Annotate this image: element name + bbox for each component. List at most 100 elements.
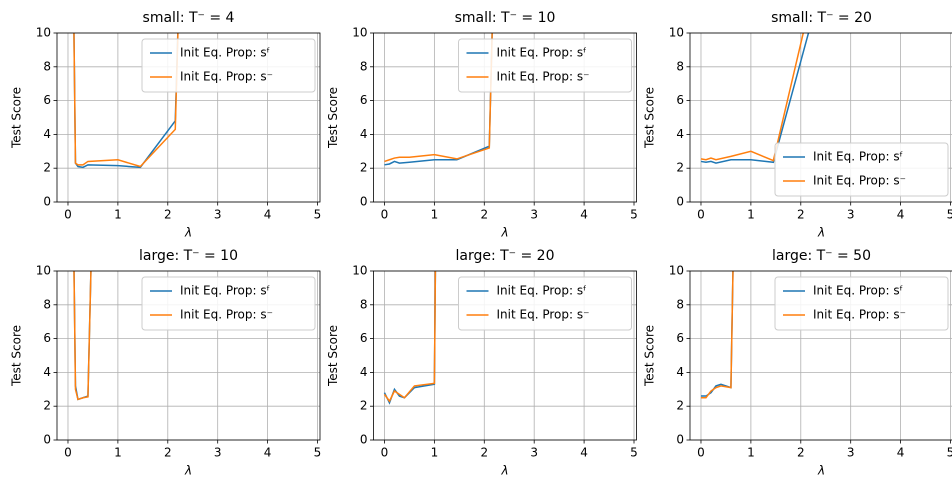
axes-frame (56, 32, 321, 203)
y-tick-label: 0 (43, 433, 51, 447)
legend-label: Init Eq. Prop: sᶠ (497, 46, 587, 60)
y-tick-label: 2 (360, 399, 368, 413)
subplot-title: small: T⁻ = 10 (455, 10, 556, 26)
subplot: 0 1 2 3 4 5 0 2 4 6 8 10 small: T⁻ = 20 λ Test Score In… (643, 10, 952, 240)
x-tick-label: 2 (164, 208, 172, 222)
legend-label: Init Eq. Prop: s⁻ (497, 308, 590, 322)
legend-label: Init Eq. Prop: s⁻ (813, 174, 906, 188)
series-line (700, 33, 805, 162)
x-tick-label: 4 (897, 208, 905, 222)
x-tick-label: 5 (947, 208, 952, 222)
legend-box (141, 38, 316, 93)
series-line (384, 33, 493, 166)
x-tick-label: 0 (64, 446, 72, 460)
subplot: 0 1 2 3 4 5 0 2 4 6 8 10 large: T⁻ = 20 λ Test Score In… (326, 248, 638, 478)
legend-label: Init Eq. Prop: sᶠ (813, 150, 903, 164)
x-tick-label: 0 (381, 208, 389, 222)
legend: Init Eq. Prop: sᶠ Init Eq. Prop: s⁻ (774, 276, 949, 331)
y-tick-label: 0 (360, 195, 368, 209)
legend-label: Init Eq. Prop: s⁻ (180, 308, 273, 322)
x-axis-label: λ (817, 464, 825, 478)
axes-frame (373, 32, 637, 203)
x-tick-label: 5 (630, 446, 638, 460)
x-tick-label: 3 (847, 208, 855, 222)
y-tick-label: 0 (43, 195, 51, 209)
series-line (383, 271, 437, 403)
legend: Init Eq. Prop: sᶠ Init Eq. Prop: s⁻ (458, 38, 632, 93)
axes-frame (56, 270, 321, 441)
x-tick-label: 3 (847, 446, 855, 460)
legend-label: Init Eq. Prop: s⁻ (813, 308, 906, 322)
plot-lines (383, 271, 437, 405)
x-tick-label: 4 (580, 446, 588, 460)
x-tick-label: 1 (431, 208, 439, 222)
y-tick-label: 6 (676, 93, 684, 107)
x-tick-label: 3 (214, 208, 222, 222)
x-axis-label: λ (184, 464, 192, 478)
x-tick-label: 3 (214, 446, 222, 460)
y-tick-label: 4 (676, 127, 684, 141)
y-tick-label: 10 (669, 264, 684, 278)
y-tick-label: 6 (360, 331, 368, 345)
series-line (384, 33, 493, 163)
y-tick-label: 2 (360, 161, 368, 175)
y-tick-label: 6 (43, 331, 51, 345)
y-axis-label: Test Score (10, 325, 24, 387)
legend-box (774, 142, 949, 197)
subplot: 0 1 2 3 4 5 0 2 4 6 8 10 large: T⁻ = 50 λ Test Score In… (643, 248, 952, 478)
y-tick-label: 10 (36, 264, 51, 278)
series-line (383, 271, 437, 405)
legend: Init Eq. Prop: sᶠ Init Eq. Prop: s⁻ (774, 142, 949, 197)
y-tick-label: 6 (676, 331, 684, 345)
subplot-title: large: T⁻ = 50 (772, 248, 871, 264)
legend-box (458, 38, 632, 93)
legend-label: Init Eq. Prop: s⁻ (180, 70, 273, 84)
plot-lines (384, 33, 493, 166)
axes-frame (373, 270, 637, 441)
series-line (73, 271, 92, 401)
x-tick-label: 1 (747, 446, 755, 460)
subplot-title: small: T⁻ = 4 (143, 10, 235, 26)
legend-label: Init Eq. Prop: sᶠ (180, 46, 270, 60)
x-tick-label: 5 (314, 208, 322, 222)
subplot-title: small: T⁻ = 20 (771, 10, 872, 26)
x-tick-label: 2 (164, 446, 172, 460)
y-tick-label: 0 (676, 433, 684, 447)
series-line (700, 271, 734, 399)
x-tick-label: 1 (747, 208, 755, 222)
legend-label: Init Eq. Prop: s⁻ (497, 70, 590, 84)
y-tick-label: 4 (676, 365, 684, 379)
x-axis-label: λ (500, 226, 508, 240)
plot-lines (700, 271, 734, 399)
subplot: 0 1 2 3 4 5 0 2 4 6 8 10 small: T⁻ = 4 λ Test Score Ini… (10, 10, 322, 240)
series-line (700, 33, 810, 164)
y-tick-label: 8 (360, 297, 368, 311)
series-line (700, 271, 734, 397)
y-tick-label: 2 (43, 161, 51, 175)
y-tick-label: 8 (360, 59, 368, 73)
legend-box (141, 276, 316, 331)
x-tick-label: 4 (580, 208, 588, 222)
y-axis-label: Test Score (10, 87, 24, 149)
x-tick-label: 2 (480, 446, 488, 460)
y-tick-label: 0 (676, 195, 684, 209)
x-tick-label: 4 (264, 208, 272, 222)
legend: Init Eq. Prop: sᶠ Init Eq. Prop: s⁻ (141, 276, 316, 331)
legend-box (458, 276, 632, 331)
y-tick-label: 2 (43, 399, 51, 413)
plot-lines (700, 33, 810, 164)
y-tick-label: 10 (352, 264, 367, 278)
x-tick-label: 3 (530, 446, 538, 460)
y-tick-label: 8 (43, 297, 51, 311)
legend-box (774, 276, 949, 331)
y-tick-label: 2 (676, 399, 684, 413)
axes-frame (689, 270, 952, 441)
y-axis-label: Test Score (643, 325, 657, 387)
plot-lines (73, 33, 179, 169)
plot-lines (73, 271, 92, 401)
y-tick-label: 8 (676, 59, 684, 73)
subplot: 0 1 2 3 4 5 0 2 4 6 8 10 large: T⁻ = 10 λ Test Score In… (10, 248, 322, 478)
x-tick-label: 2 (480, 208, 488, 222)
x-axis-label: λ (184, 226, 192, 240)
x-tick-label: 0 (697, 446, 705, 460)
